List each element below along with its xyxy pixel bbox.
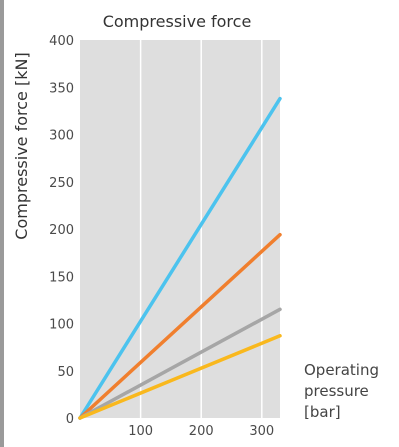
y-tick-labels: 0 50 100 150 200 250 300 350 400	[49, 34, 74, 427]
y-tick-label-50: 50	[57, 365, 74, 380]
y-tick-label-100: 100	[49, 318, 74, 333]
x-tick-labels: 100 200 300	[128, 424, 274, 439]
y-axis-label: Compressive force [kN]	[12, 52, 31, 239]
series-line-1	[78, 96, 282, 420]
x-tick-label-200: 200	[189, 424, 214, 439]
x-axis-label-line-2: pressure	[304, 382, 369, 400]
series-lines	[78, 96, 282, 420]
x-axis-label-line-3: [bar]	[304, 403, 341, 421]
y-tick-label-200: 200	[49, 223, 74, 238]
y-tick-label-300: 300	[49, 129, 74, 144]
x-tick-label-100: 100	[128, 424, 153, 439]
y-tick-label-150: 150	[49, 270, 74, 285]
grid-lines	[139, 40, 263, 418]
series-line-2	[78, 232, 282, 420]
series-line-4	[78, 334, 282, 420]
x-axis-label-line-1: Operating	[304, 361, 379, 379]
y-tick-label-400: 400	[49, 34, 74, 49]
x-tick-label-300: 300	[249, 424, 274, 439]
y-tick-label-250: 250	[49, 176, 74, 191]
chart-title: Compressive force	[103, 12, 252, 31]
y-tick-label-350: 350	[49, 81, 74, 96]
plot-background	[80, 40, 280, 418]
left-edge-divider	[0, 0, 4, 447]
y-tick-label-0: 0	[66, 412, 74, 427]
series-line-3	[78, 307, 282, 420]
